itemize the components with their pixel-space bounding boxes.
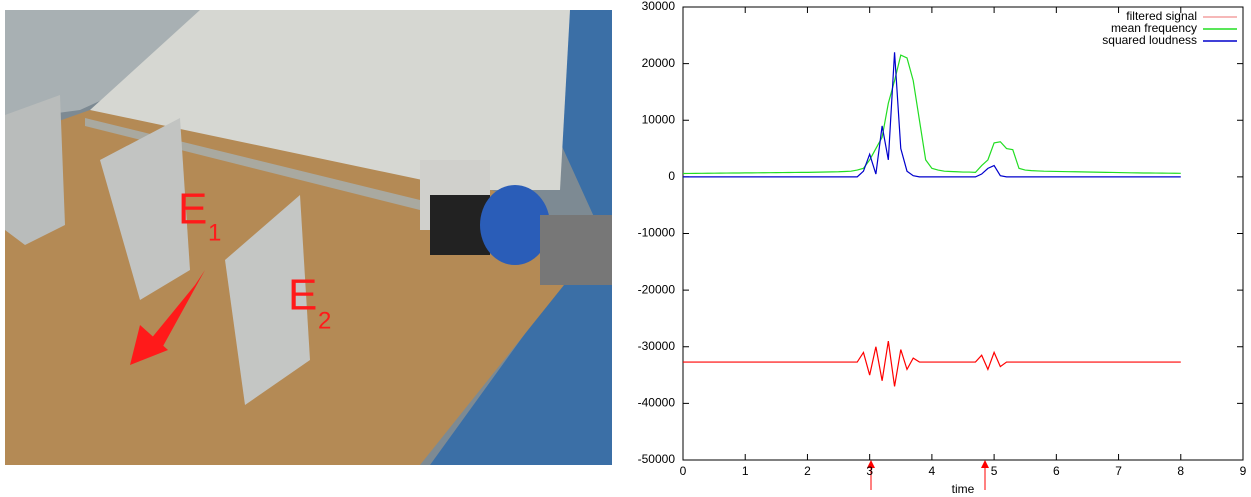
- y-tick-label: -20000: [638, 282, 676, 296]
- x-tick-label: 9: [1240, 464, 1247, 478]
- series-line: [683, 52, 1181, 178]
- event-marker-head: [867, 460, 875, 468]
- direction-arrow: [150, 270, 205, 348]
- electrode-subscript: 2: [318, 307, 331, 334]
- x-tick-label: 5: [991, 464, 998, 478]
- y-tick-label: -10000: [638, 226, 676, 240]
- plate: [100, 118, 190, 300]
- y-tick-label: 30000: [642, 0, 676, 13]
- plate: [5, 95, 65, 245]
- x-tick-label: 2: [804, 464, 811, 478]
- x-tick-label: 6: [1053, 464, 1060, 478]
- legend-label: mean frequency: [1111, 21, 1197, 35]
- tabletop: [90, 10, 570, 190]
- x-tick-label: 1: [742, 464, 749, 478]
- y-tick-label: -30000: [638, 339, 676, 353]
- series-line: [683, 340, 1181, 387]
- x-tick-label: 7: [1115, 464, 1122, 478]
- electrode-label: E: [288, 271, 317, 320]
- event-marker-head: [981, 460, 989, 468]
- x-tick-label: 3: [866, 464, 873, 478]
- y-tick-label: 10000: [642, 112, 676, 126]
- electrode-label: E: [178, 185, 207, 234]
- legend-label: squared loudness: [1102, 33, 1197, 47]
- y-tick-label: 20000: [642, 56, 676, 70]
- motor-end: [540, 215, 612, 285]
- photo: E 1 E 2: [5, 10, 612, 465]
- legend-label: filtered signal: [1126, 9, 1197, 23]
- event-markers: [867, 460, 989, 490]
- motor: [480, 185, 550, 265]
- x-tick-label: 8: [1177, 464, 1184, 478]
- plot-frame: [682, 6, 1244, 461]
- y-tick-label: -50000: [638, 452, 676, 466]
- x-tick-label: 4: [929, 464, 936, 478]
- floor: [430, 10, 612, 465]
- series-line: [682, 54, 1181, 175]
- x-tick-label: 0: [680, 464, 687, 478]
- direction-arrow-head: [130, 325, 168, 365]
- x-axis-label: time: [952, 482, 975, 496]
- y-tick-label: -40000: [638, 396, 676, 410]
- electrode-subscript: 1: [208, 219, 221, 246]
- plate: [225, 195, 310, 405]
- y-tick-label: 0: [668, 169, 675, 183]
